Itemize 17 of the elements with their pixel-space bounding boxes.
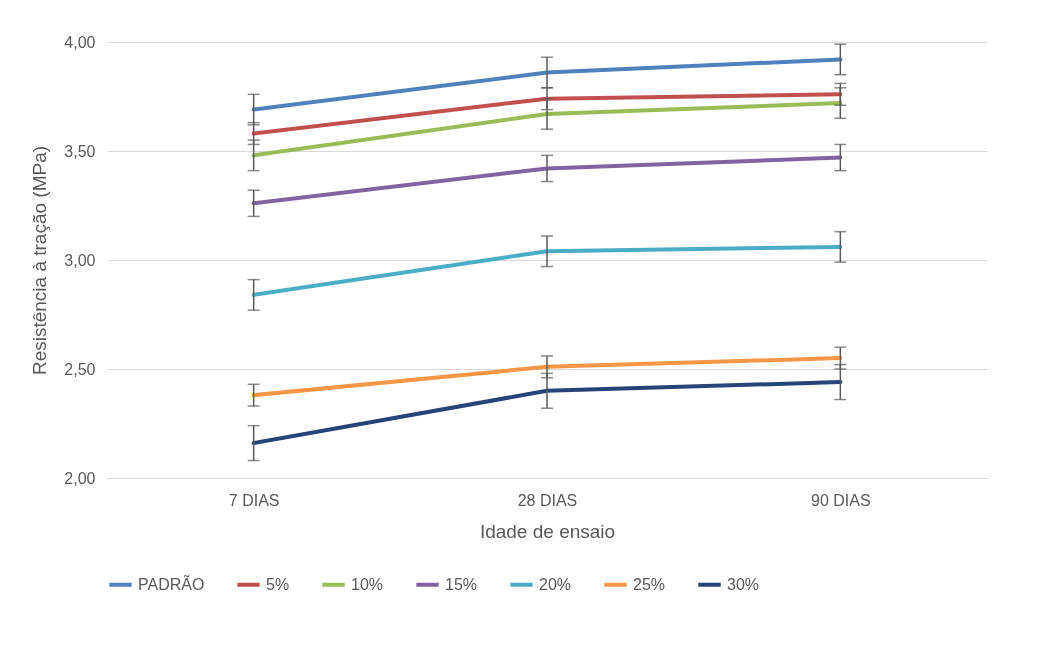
y-tick-label: 3,00 (64, 251, 96, 269)
legend-label: 10% (351, 575, 384, 593)
legend-label: 20% (539, 575, 572, 593)
y-tick-label: 3,50 (64, 142, 96, 160)
legend-label: 25% (633, 575, 666, 593)
y-tick-label: 2,00 (64, 469, 96, 487)
legend-label: 5% (266, 575, 290, 593)
x-tick-label: 90 DIAS (811, 491, 871, 509)
y-axis-title: Resistência à tração (MPa) (29, 145, 51, 376)
y-tick-label: 2,50 (64, 360, 96, 378)
y-tick-label: 4,00 (64, 33, 96, 51)
x-tick-label: 7 DIAS (228, 491, 280, 509)
x-axis-title: Idade de ensaio (479, 520, 616, 542)
legend-label: 15% (445, 575, 478, 593)
legend-label: 30% (727, 575, 760, 593)
x-tick-label: 28 DIAS (517, 491, 578, 509)
legend-label: PADRÃO (138, 573, 205, 593)
